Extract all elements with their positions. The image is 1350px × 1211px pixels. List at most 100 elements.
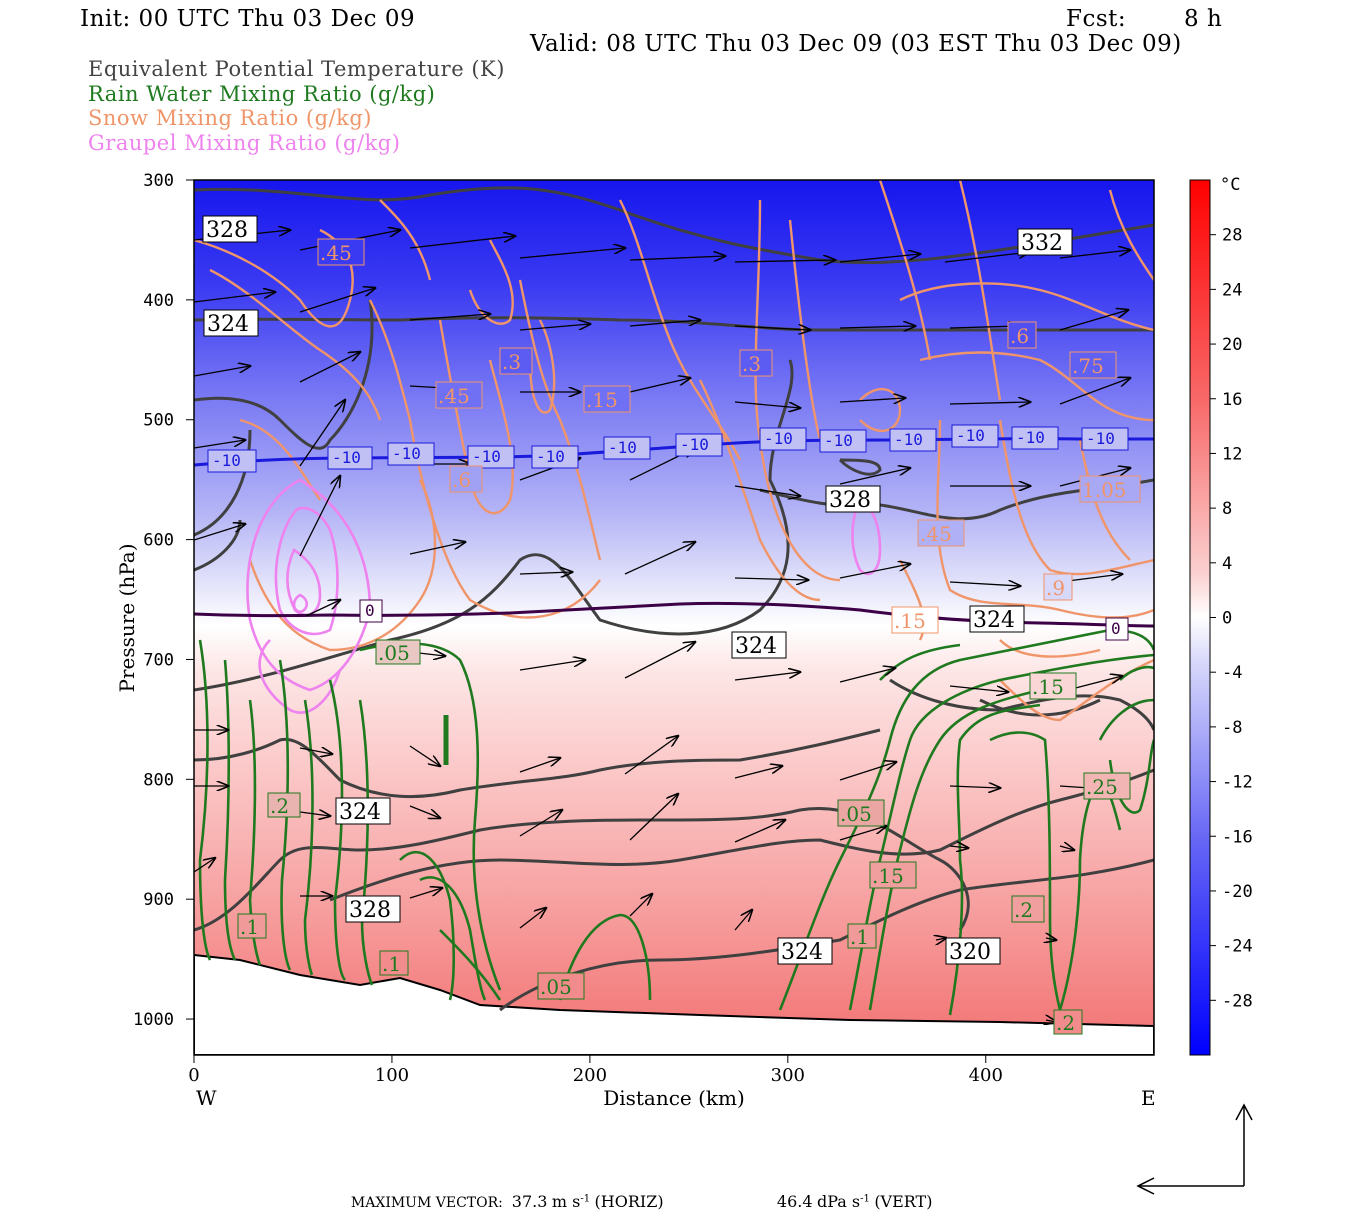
isotherm-label-text: -10 (608, 438, 637, 457)
isotherm-label-text: -10 (472, 447, 501, 466)
snow-label-5: .3 (739, 349, 773, 377)
snow-label-text: .15 (894, 609, 926, 633)
colorbar-tick-label: -8 (1222, 718, 1242, 738)
snow-labels: .45 .3 .45 .15 .3 .6 .75 .6 .45 .9 .15 1… (317, 238, 1141, 634)
rain-label-6: .05 (537, 972, 585, 1000)
colorbar-tick-label: -28 (1222, 991, 1253, 1011)
zero-label-1: 0 (359, 599, 383, 623)
vert-value: 46.4 (776, 1192, 813, 1211)
theta-e-label-text: 324 (207, 312, 249, 337)
rain-label-text: .1 (240, 915, 259, 939)
vector-scale-icon (1136, 1103, 1253, 1195)
colorbar-tick-label: -16 (1222, 827, 1253, 847)
rain-label-8: .1 (379, 950, 409, 976)
isotherm-label-4: -10 (467, 445, 515, 469)
vert-tag: (VERT) (874, 1192, 933, 1211)
isotherm-label-text: -10 (392, 444, 421, 463)
colorbar-unit: °C (1220, 175, 1240, 195)
rain-label-text: .2 (270, 794, 289, 818)
y-axis-label: Pressure (hPa) (115, 544, 139, 693)
colorbar-tick-label: 28 (1222, 226, 1242, 246)
isotherm-label-text: -10 (956, 426, 985, 445)
theta-e-label-1: 328 (202, 215, 258, 243)
rain-label-text: .25 (1086, 775, 1118, 799)
isotherm-label-13: -10 (1081, 427, 1129, 451)
y-tick-label: 700 (143, 650, 174, 670)
colorbar (1189, 179, 1211, 1056)
snow-label-9: .45 (917, 519, 965, 547)
snow-label-text: .75 (1072, 354, 1104, 378)
vert-units: dPa s (816, 1192, 861, 1211)
isotherm-label-2: -10 (327, 446, 373, 470)
max-vector-note: MAXIMUM VECTOR: 37.3 m s-1 (HORIZ) (342, 1176, 664, 1211)
snow-label-7: .75 (1069, 351, 1117, 379)
colorbar-tick-label: 4 (1222, 554, 1232, 574)
rain-label-3: .05 (837, 799, 885, 827)
horiz-exp: -1 (580, 1193, 591, 1205)
isotherm-label-9: -10 (819, 429, 867, 453)
rain-label-5: .1 (847, 923, 877, 949)
theta-e-label-10: 320 (945, 937, 1001, 965)
terrain-ground (194, 953, 1154, 1055)
rain-label-2: .2 (267, 792, 301, 818)
isotherm-label-5: -10 (531, 445, 579, 469)
snow-label-text: .9 (1046, 576, 1065, 600)
theta-e-label-6: 324 (731, 631, 787, 659)
rain-label-11: .25 (1083, 772, 1131, 800)
colorbar-tick-label: 16 (1222, 390, 1242, 410)
isotherm-label-10: -10 (889, 428, 937, 452)
y-tick-label: 1000 (133, 1010, 174, 1030)
init-time: Init: 00 UTC Thu 03 Dec 09 (80, 6, 416, 32)
x-tick-label: 200 (573, 1065, 607, 1086)
horiz-value: 37.3 (511, 1192, 548, 1211)
isotherm-label-text: -10 (824, 431, 853, 450)
horiz-units: m s (551, 1192, 581, 1211)
theta-e-label-4: 328 (825, 485, 881, 513)
isotherm-0 (194, 601, 1154, 628)
colorbar-tick-label: 20 (1222, 335, 1242, 355)
theta-e-label-3: 324 (203, 309, 259, 337)
forecast-hour: 8 h (1184, 6, 1223, 32)
x-tick-label: 100 (375, 1065, 409, 1086)
rain-labels: .05 .2 .05 .1 .1 .05 .15 .1 .2 .15 .25 .… (237, 639, 1131, 1035)
colorbar-tick-label: 0 (1222, 609, 1232, 629)
field-label-theta-e: Equivalent Potential Temperature (K) (88, 57, 505, 81)
theta-e-label-9: 324 (777, 937, 833, 965)
forecast-label: Fcst: (1066, 6, 1127, 32)
isotherm-label-text: -10 (332, 448, 361, 467)
isotherm-label-3: -10 (387, 442, 435, 466)
zero-label-text: 0 (1111, 619, 1121, 638)
isotherm-label-text: -10 (536, 447, 565, 466)
rain-label-10: .15 (1029, 672, 1077, 700)
isotherm-label-text: -10 (1016, 428, 1045, 447)
theta-e-label-5: 324 (969, 605, 1025, 633)
x-axis: 0 100 200 300 400 (188, 1055, 1003, 1086)
theta-e-label-text: 320 (949, 940, 991, 965)
colorbar-tick-label: -4 (1222, 663, 1242, 683)
x-axis-label: Distance (km) (603, 1086, 745, 1110)
rain-label-text: .2 (1056, 1011, 1075, 1035)
colorbar-tick-label: 8 (1222, 499, 1232, 519)
snow-label-text: .6 (452, 468, 471, 492)
snow-label-text: 1.05 (1082, 478, 1127, 502)
vert-exp: -1 (860, 1193, 870, 1205)
isotherm-label-text: -10 (1086, 429, 1115, 448)
isotherm-label-11: -10 (951, 424, 999, 448)
isotherm-zero-labels: 0 0 (359, 599, 1129, 641)
theta-e-label-text: 332 (1021, 231, 1063, 256)
snow-label-11: .15 (891, 606, 939, 634)
rain-label-9: .2 (1011, 895, 1045, 923)
theta-e-label-text: 324 (973, 608, 1015, 633)
rain-label-12: .2 (1053, 1009, 1083, 1035)
y-tick-label: 800 (143, 770, 174, 790)
snow-label-8: .6 (449, 465, 483, 493)
colorbar-ticks: 28 24 20 16 12 8 4 0 -4 -8 -12 -16 -20 -24 -28 (1210, 226, 1253, 1011)
x-axis-east-label: E (1141, 1086, 1156, 1110)
theta-e-label-2: 332 (1017, 228, 1073, 256)
rain-label-7: .15 (869, 861, 917, 889)
isotherm-label-text: -10 (894, 430, 923, 449)
theta-e-label-text: 324 (781, 940, 823, 965)
x-tick-label: 400 (969, 1065, 1003, 1086)
colorbar-tick-label: 12 (1222, 444, 1242, 464)
